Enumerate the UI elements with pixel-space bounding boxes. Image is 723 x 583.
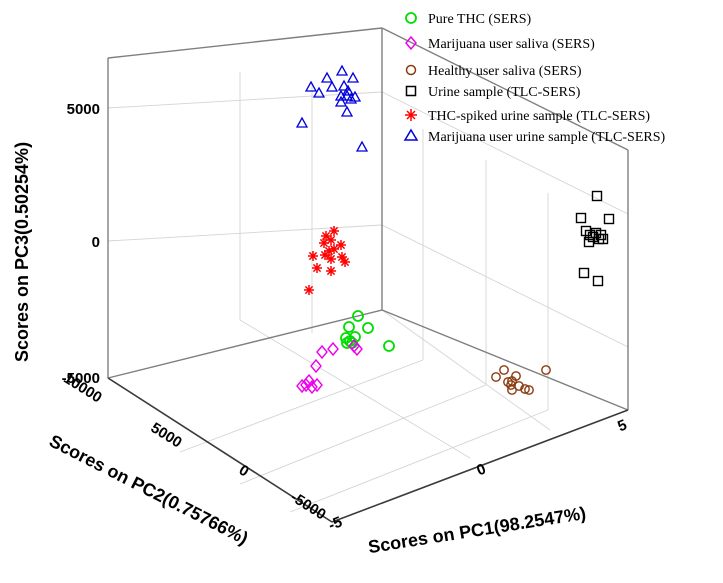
data-point-asterisk <box>326 266 336 276</box>
legend-item: Urine sample (TLC-SERS) <box>405 85 581 100</box>
data-point-square <box>575 212 587 224</box>
data-point-triangle <box>340 105 354 117</box>
data-point-triangle <box>355 140 369 152</box>
data-point-square <box>578 267 590 279</box>
data-point-triangle <box>320 71 334 83</box>
legend-item: Marijuana user urine sample (TLC-SERS) <box>403 128 666 145</box>
legend-label: Marijuana user urine sample (TLC-SERS) <box>428 130 666 145</box>
data-point-circle <box>507 385 517 395</box>
data-point-circle <box>343 321 355 333</box>
x-tick-label: -5 <box>326 513 345 534</box>
data-point-diamond <box>327 341 339 357</box>
data-point-circle <box>383 340 395 352</box>
x-axis-title: Scores on PC1(98.2547%) <box>367 503 588 557</box>
data-point-asterisk <box>308 251 318 261</box>
data-point-triangle <box>348 90 362 102</box>
data-point-asterisk <box>326 254 336 264</box>
data-point-triangle <box>304 80 318 92</box>
z-axis-ticks: 5000 0 -5000 <box>62 101 100 387</box>
z-tick-label: -5000 <box>62 370 100 387</box>
data-point-circle <box>499 365 509 375</box>
legend-label: Urine sample (TLC-SERS) <box>428 85 581 100</box>
data-point-triangle <box>334 89 348 101</box>
data-point-asterisk <box>329 244 339 254</box>
data-point-diamond <box>296 378 308 394</box>
data-point-square <box>591 190 603 202</box>
data-point-circle <box>524 385 534 395</box>
data-point-circle <box>511 371 521 381</box>
legend-item: THC-spiked urine sample (TLC-SERS) <box>405 109 650 124</box>
legend: Pure THC (SERS) Marijuana user saliva (S… <box>403 12 666 145</box>
data-point-asterisk <box>319 238 329 248</box>
data-point-diamond <box>316 344 328 360</box>
data-point-triangle <box>341 84 355 96</box>
data-point-diamond <box>351 341 363 357</box>
data-point-triangle <box>335 64 349 76</box>
data-point-square <box>592 275 604 287</box>
data-point-asterisk <box>320 250 330 260</box>
data-point-asterisk <box>329 226 339 236</box>
data-point-triangle <box>346 71 360 83</box>
data-point-square <box>597 233 609 245</box>
data-point-square <box>583 236 595 248</box>
data-markers <box>295 64 615 395</box>
data-point-triangle <box>295 116 309 128</box>
legend-marker-circle <box>405 64 417 76</box>
z-tick-label: 5000 <box>67 101 100 118</box>
legend-marker-triangle <box>403 128 419 141</box>
legend-marker-diamond <box>405 35 417 51</box>
z-axis-title: Scores on PC3(0.50254%) <box>12 142 32 362</box>
y-tick-label: 0 <box>236 462 252 481</box>
data-point-asterisk <box>312 263 322 273</box>
data-point-triangle <box>312 86 326 98</box>
legend-label: THC-spiked urine sample (TLC-SERS) <box>428 109 650 124</box>
data-point-asterisk <box>304 285 314 295</box>
y-tick-label: -5000 <box>287 489 329 524</box>
legend-item: Healthy user saliva (SERS) <box>405 64 582 79</box>
box-frame <box>107 27 629 523</box>
legend-label: Healthy user saliva (SERS) <box>428 64 582 79</box>
legend-label: Pure THC (SERS) <box>428 12 532 27</box>
legend-item: Pure THC (SERS) <box>405 12 532 27</box>
data-point-diamond <box>310 358 322 374</box>
data-point-triangle <box>334 95 348 107</box>
x-tick-label: 5 <box>615 416 629 435</box>
z-tick-label: 0 <box>92 234 100 251</box>
data-point-triangle <box>325 80 339 92</box>
data-point-diamond <box>303 373 315 389</box>
data-point-diamond <box>306 379 318 395</box>
back-walls <box>107 72 629 513</box>
legend-marker-square <box>405 85 417 97</box>
data-point-triangle <box>337 79 351 91</box>
data-point-circle <box>520 384 530 394</box>
data-point-diamond <box>300 377 312 393</box>
legend-marker-circle <box>405 12 417 24</box>
data-point-circle <box>352 310 364 322</box>
data-point-asterisk <box>340 257 350 267</box>
legend-label: Marijuana user saliva (SERS) <box>428 37 595 52</box>
data-point-circle <box>506 380 516 390</box>
data-point-diamond <box>348 338 360 354</box>
data-point-circle <box>503 377 513 387</box>
data-point-circle <box>541 365 551 375</box>
y-axis-title: Scores on PC2(0.75766%) <box>46 431 251 549</box>
data-point-asterisk <box>336 240 346 250</box>
data-point-circle <box>491 372 501 382</box>
data-point-square <box>603 213 615 225</box>
data-point-triangle <box>344 92 358 104</box>
legend-item: Marijuana user saliva (SERS) <box>405 35 595 52</box>
data-point-circle <box>362 322 374 334</box>
legend-marker-asterisk <box>405 109 417 121</box>
